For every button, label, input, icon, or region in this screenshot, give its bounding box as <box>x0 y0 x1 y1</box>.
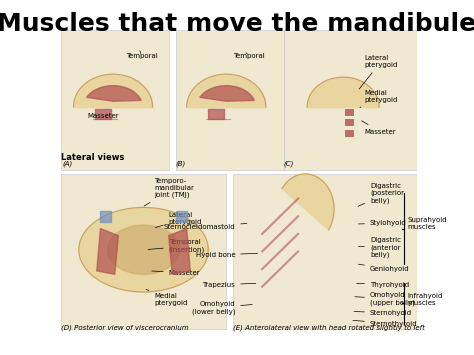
Text: Trapezius: Trapezius <box>202 282 256 288</box>
Text: Muscles that move the mandibule: Muscles that move the mandibule <box>0 12 474 36</box>
Text: Lateral views: Lateral views <box>61 153 124 162</box>
Text: (E) Anterolateral view with head rotated slightly to left: (E) Anterolateral view with head rotated… <box>233 324 425 331</box>
Text: Omohyoid
(lower belly): Omohyoid (lower belly) <box>191 301 252 315</box>
Text: Sternohyoid: Sternohyoid <box>354 310 412 316</box>
Polygon shape <box>282 174 334 230</box>
Polygon shape <box>108 225 180 274</box>
FancyBboxPatch shape <box>233 174 417 329</box>
Text: Omohyoid
(upper belly): Omohyoid (upper belly) <box>355 292 415 306</box>
Text: Temporal
(insertion): Temporal (insertion) <box>148 239 205 253</box>
Text: Masseter: Masseter <box>152 269 201 275</box>
Text: Infrahyoid
muscles: Infrahyoid muscles <box>408 293 443 306</box>
Text: (D) Posterior view of viscerocranium: (D) Posterior view of viscerocranium <box>61 324 189 331</box>
Text: (B): (B) <box>176 160 186 167</box>
Text: Suprahyoid
muscles: Suprahyoid muscles <box>408 217 447 230</box>
FancyBboxPatch shape <box>284 29 417 170</box>
Text: (C): (C) <box>284 160 294 167</box>
Bar <box>345 130 354 137</box>
Polygon shape <box>87 86 141 101</box>
Polygon shape <box>79 207 208 292</box>
Text: Temporo-
mandibular
joint (TMJ): Temporo- mandibular joint (TMJ) <box>144 178 194 206</box>
Text: Geniohyoid: Geniohyoid <box>358 264 410 272</box>
Text: Sternothyroid: Sternothyroid <box>353 320 418 327</box>
Text: Medial
pterygoid: Medial pterygoid <box>360 90 398 108</box>
Text: Sternocleidomastoid: Sternocleidomastoid <box>164 224 247 230</box>
Bar <box>345 109 354 116</box>
Text: Medial
pterygoid: Medial pterygoid <box>146 289 188 306</box>
Text: (A): (A) <box>63 160 73 167</box>
Bar <box>345 119 354 126</box>
FancyBboxPatch shape <box>61 29 169 170</box>
Text: Lateral
pterygoid: Lateral pterygoid <box>359 55 398 89</box>
Text: Masseter: Masseter <box>362 121 396 135</box>
Polygon shape <box>200 86 255 101</box>
Polygon shape <box>209 109 224 119</box>
Text: Masseter: Masseter <box>88 113 119 119</box>
Text: Digastric
(anterior
belly): Digastric (anterior belly) <box>358 237 401 258</box>
Text: Digastric
(posterior
belly): Digastric (posterior belly) <box>358 183 404 206</box>
Text: Lateral
pterygoid: Lateral pterygoid <box>155 212 202 228</box>
FancyBboxPatch shape <box>176 29 284 170</box>
Text: Thyrohyoid: Thyrohyoid <box>356 282 409 288</box>
Text: Stylohyoid: Stylohyoid <box>358 220 407 226</box>
Text: Temporal: Temporal <box>233 53 265 59</box>
Polygon shape <box>97 229 118 274</box>
Polygon shape <box>95 109 111 119</box>
Text: Temporal: Temporal <box>126 51 157 59</box>
FancyBboxPatch shape <box>61 174 226 329</box>
Text: Hyoid bone: Hyoid bone <box>196 252 257 258</box>
Polygon shape <box>169 229 190 274</box>
